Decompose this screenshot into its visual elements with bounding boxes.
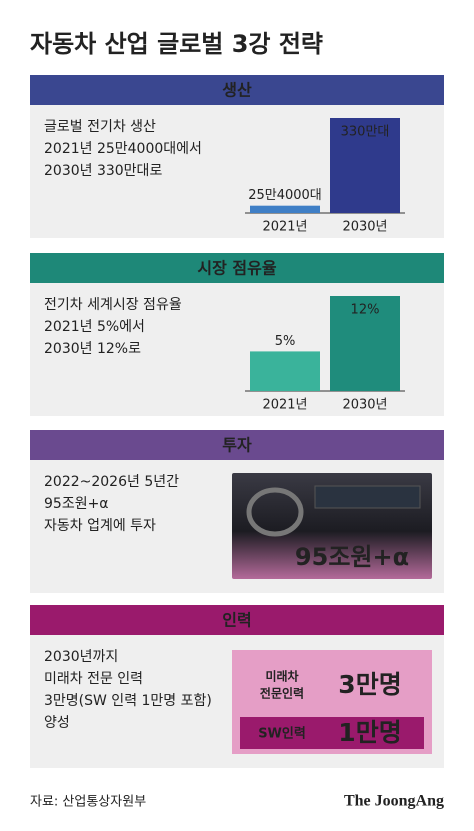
section-header-bg xyxy=(30,430,444,460)
section-line: 2030년 12%로 xyxy=(44,341,141,357)
callout-sw-bg xyxy=(240,717,424,749)
section-line: 3만명(SW 인력 1만명 포함) xyxy=(44,693,212,709)
section-line: 95조원+α xyxy=(44,496,109,512)
section-header-bg xyxy=(30,605,444,635)
title: 자동차 산업 글로벌 3강 전략 xyxy=(30,30,323,58)
x-tick-label: 2021년 xyxy=(262,398,307,413)
callout-label: 전문인력 xyxy=(260,686,304,701)
section-line: 2022~2026년 5년간 xyxy=(44,474,179,490)
steering-wheel xyxy=(246,487,304,537)
image-caption: 95조원+α xyxy=(295,543,409,571)
section-line: 양성 xyxy=(44,715,70,731)
source: 자료: 산업통상자원부 xyxy=(30,795,146,810)
callout-value: 1만명 xyxy=(338,718,401,747)
section-line: 2021년 5%에서 xyxy=(44,319,145,335)
section-line: 2030년 330만대로 xyxy=(44,163,162,179)
section-header: 투자 xyxy=(222,436,252,455)
dashboard-screen xyxy=(314,485,421,509)
section-line: 전기차 세계시장 점유율 xyxy=(44,297,182,313)
callout-label: 미래차 xyxy=(265,669,298,684)
section-header: 시장 점유율 xyxy=(197,259,276,278)
section-line: 2021년 25만4000대에서 xyxy=(44,141,202,157)
section-header: 생산 xyxy=(222,81,252,100)
callout-value: 3만명 xyxy=(338,670,401,699)
x-tick-label: 2030년 xyxy=(342,398,387,413)
value-label: 330만대 xyxy=(341,125,390,140)
section-header-bg xyxy=(30,75,444,105)
section-header: 인력 xyxy=(222,611,251,630)
bar xyxy=(330,296,400,391)
section-line: 미래차 전문 인력 xyxy=(44,671,143,687)
logo: The JoongAng xyxy=(344,793,444,810)
section-line: 자동차 업계에 투자 xyxy=(44,518,156,534)
section-header-bg xyxy=(30,253,444,283)
section-line: 2030년까지 xyxy=(44,649,118,665)
value-label: 25만4000대 xyxy=(248,188,322,203)
bar xyxy=(250,351,320,391)
bar xyxy=(330,118,400,213)
x-tick-label: 2021년 xyxy=(262,220,307,235)
value-label: 12% xyxy=(351,303,380,318)
callout-label: SW인력 xyxy=(258,726,306,742)
section-line: 글로벌 전기차 생산 xyxy=(44,119,156,135)
value-label: 5% xyxy=(275,334,296,349)
x-tick-label: 2030년 xyxy=(342,220,387,235)
bar xyxy=(250,205,320,213)
